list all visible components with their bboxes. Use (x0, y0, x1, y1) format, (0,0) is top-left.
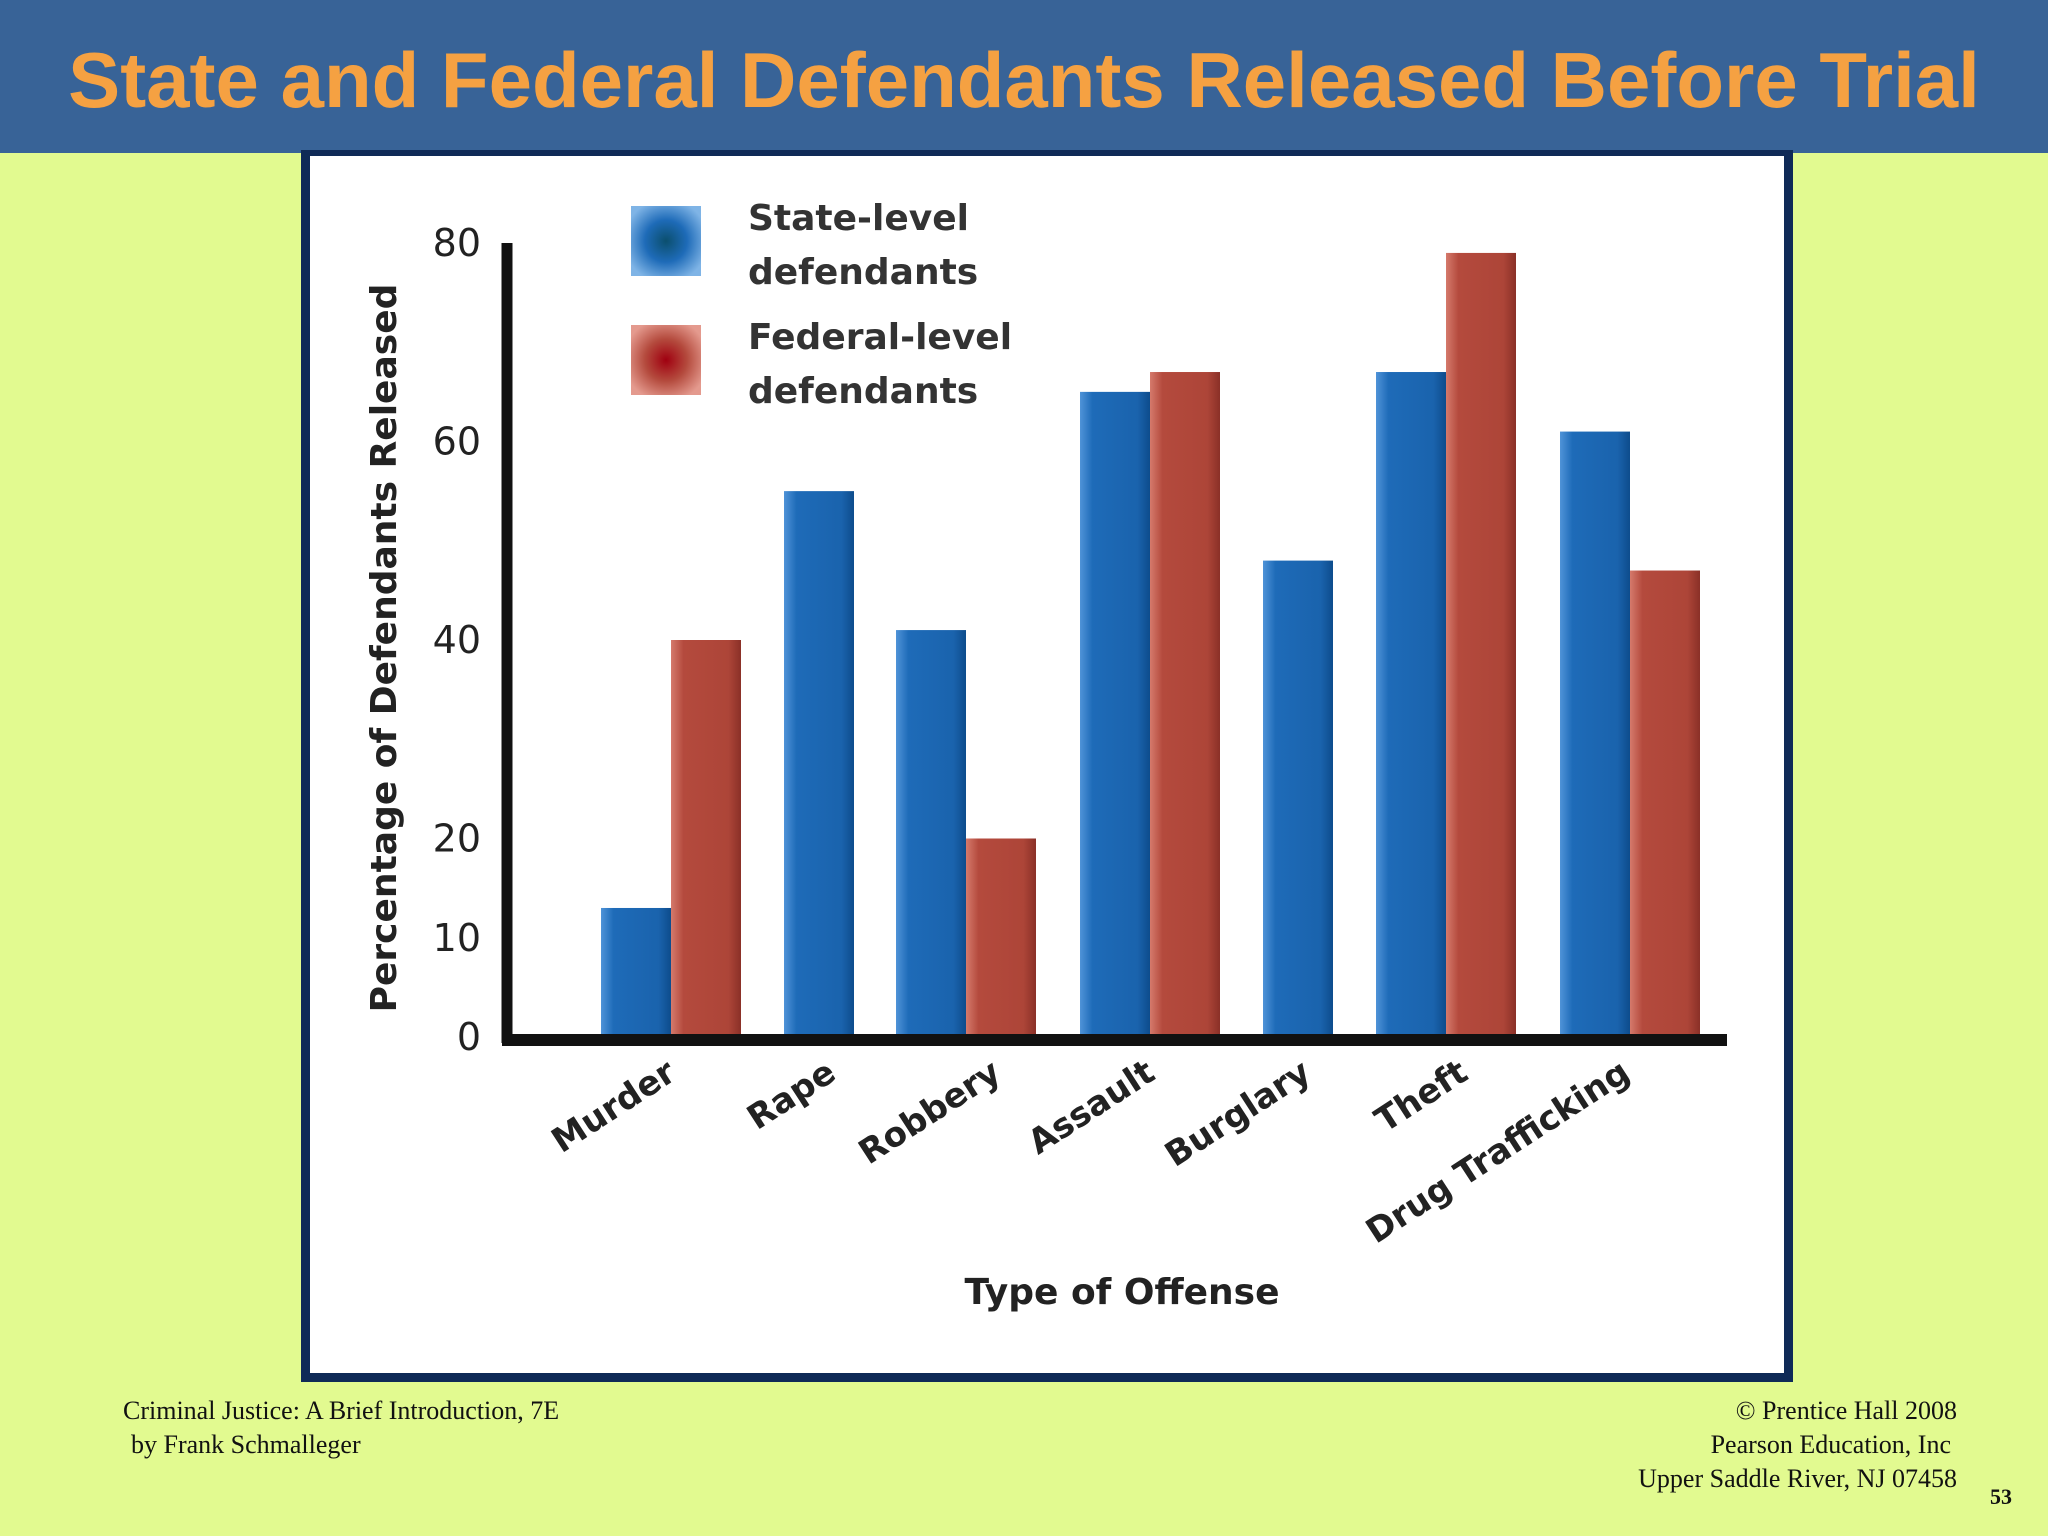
x-tick-label: Robbery (852, 1052, 1008, 1173)
state-bar-murder (601, 907, 671, 1037)
x-tick-label: Murder (545, 1052, 684, 1161)
state-bar-assault (1080, 391, 1150, 1037)
federal-bar-robbery (966, 838, 1036, 1037)
legend-swatch-state (631, 206, 701, 276)
y-tick-label: 0 (457, 1015, 481, 1059)
y-tick-label: 20 (433, 817, 481, 861)
footer-address: Upper Saddle River, NJ 07458 (1638, 1464, 1957, 1493)
bars (601, 252, 1700, 1038)
footer-author: by Frank Schmalleger (131, 1430, 361, 1459)
state-bar-robbery (896, 630, 966, 1037)
legend-label: Federal-level (748, 317, 1012, 358)
x-tick-label: Assault (1021, 1052, 1162, 1163)
footer-book-credit: Criminal Justice: A Brief Introduction, … (123, 1394, 559, 1462)
y-axis: 0 10 20 40 60 80 (433, 221, 513, 1059)
federal-bar-drug-trafficking (1630, 570, 1700, 1037)
federal-bar-assault (1150, 372, 1220, 1037)
legend-swatch-federal (631, 325, 701, 395)
footer-book-title: Criminal Justice: A Brief Introduction, … (123, 1396, 560, 1425)
state-bar-burglary (1263, 560, 1333, 1037)
y-tick-label: 40 (433, 618, 481, 662)
legend-label: defendants (748, 371, 978, 412)
state-bar-rape (784, 491, 854, 1037)
x-tick-label: Drug Trafficking (1359, 1052, 1637, 1252)
federal-bar-theft (1446, 252, 1516, 1038)
y-axis-title: Percentage of Defendants Released (364, 284, 405, 1013)
state-bar-theft (1376, 372, 1446, 1037)
title-bar (0, 0, 2048, 153)
legend-label: State-level (748, 198, 969, 239)
y-tick-label: 80 (433, 221, 481, 265)
x-tick-label: Theft (1368, 1052, 1475, 1141)
x-axis-title: Type of Offense (964, 1272, 1279, 1313)
y-tick-label: 10 (433, 916, 481, 960)
x-tick-label: Burglary (1158, 1052, 1318, 1175)
footer-publisher-credit: © Prentice Hall 2008 Pearson Education, … (1638, 1394, 1957, 1496)
page-number: 53 (1990, 1484, 2012, 1509)
y-tick-label: 60 (433, 420, 481, 464)
federal-bar-murder (671, 640, 741, 1037)
state-bar-drug-trafficking (1560, 431, 1630, 1037)
slide-title: State and Federal Defendants Released Be… (68, 36, 1980, 124)
chart-frame: State-level defendants Federal-level defend… (301, 150, 1793, 1382)
footer-copyright: © Prentice Hall 2008 (1735, 1396, 1957, 1425)
x-tick-label: Rape (740, 1052, 843, 1138)
legend-label: defendants (748, 252, 978, 293)
bar-chart: State-level defendants Federal-level defend… (310, 156, 1784, 1373)
legend: State-level defendants Federal-level defend… (631, 198, 1012, 412)
footer-publisher: Pearson Education, Inc (1710, 1430, 1951, 1459)
